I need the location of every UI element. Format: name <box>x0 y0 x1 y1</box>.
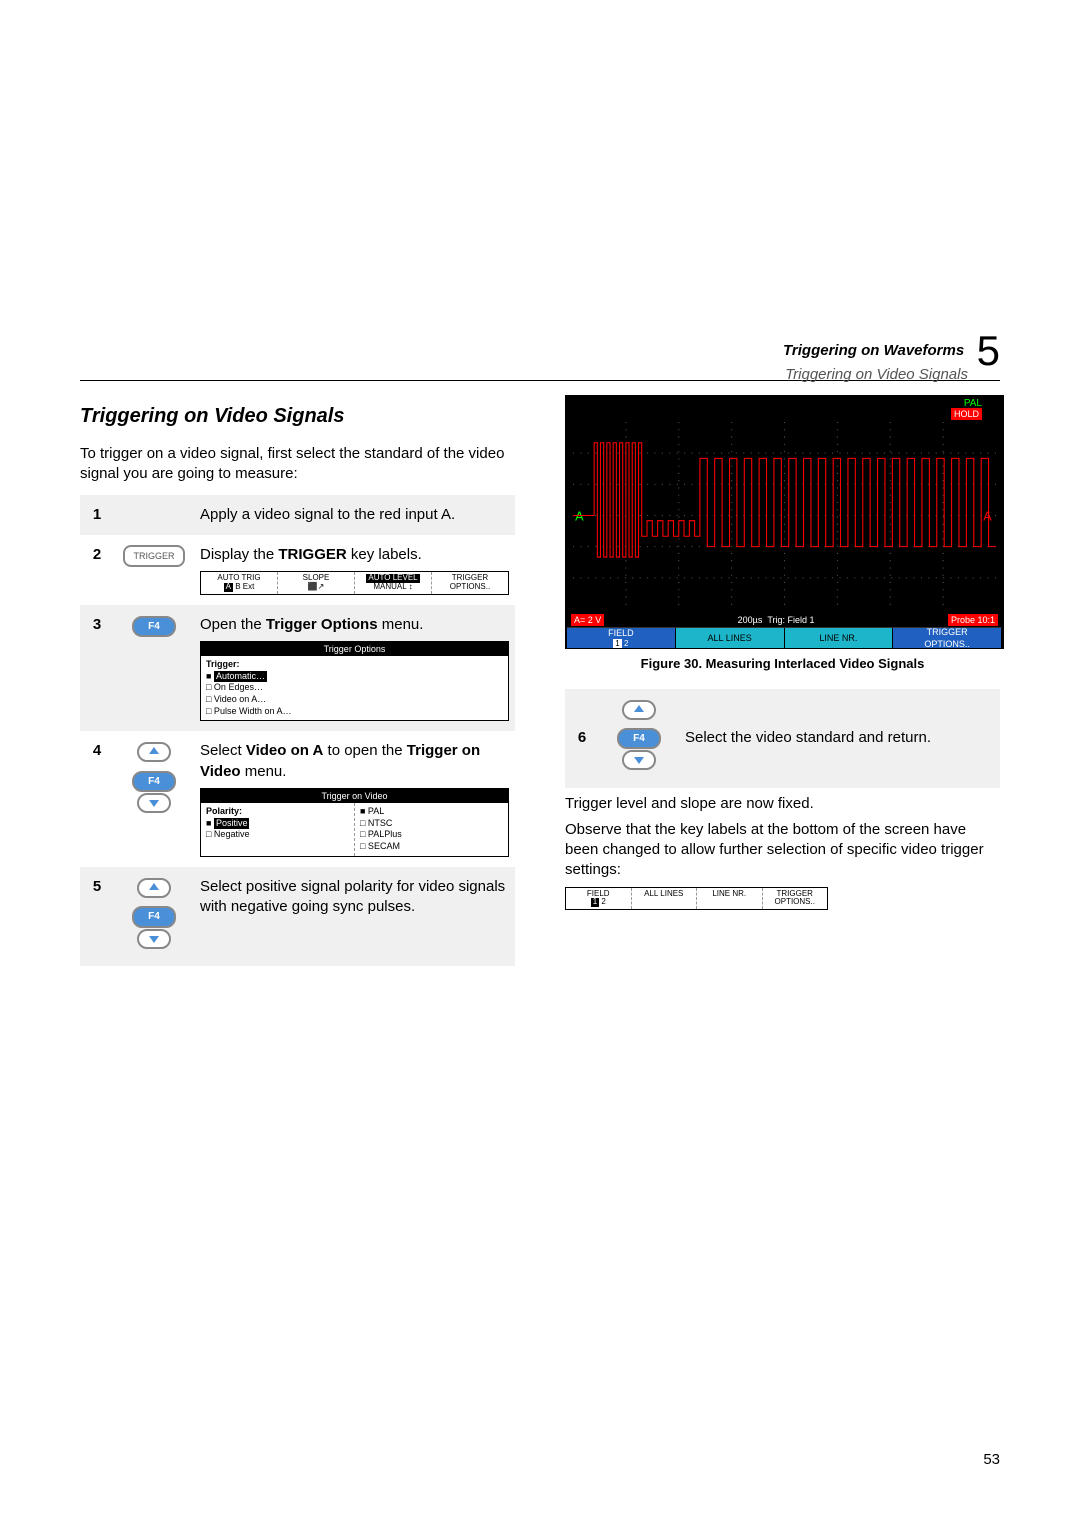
f4-key-icon: F4 <box>132 616 176 638</box>
arrow-up-icon <box>622 700 656 720</box>
step-number: 3 <box>80 605 114 732</box>
para: Trigger level and slope are now fixed. <box>565 794 1000 814</box>
step-text: Apply a video signal to the red input A. <box>194 495 515 535</box>
step-row: 5 F4 Select positive signal polarity for… <box>80 867 515 966</box>
softkey-bar: AUTO TRIGA B Ext SLOPE⬛↗ AUTO LEVELMANUA… <box>200 571 509 595</box>
scope-softkeys: FIELD1 2 ALL LINES LINE NR. TRIGGEROPTIO… <box>567 627 1002 648</box>
trigger-on-video-menu: Trigger on Video Polarity: ■ Positive □ … <box>200 788 509 857</box>
figure-caption: Figure 30. Measuring Interlaced Video Si… <box>565 655 1000 673</box>
section-heading: Triggering on Video Signals <box>80 403 515 430</box>
arrow-down-icon <box>622 750 656 770</box>
f4-key-icon: F4 <box>132 771 176 793</box>
step-text: Select Video on A to open the Trigger on… <box>194 731 515 866</box>
step-row: 4 F4 Select Video on A to open the Trigg… <box>80 731 515 866</box>
hold-label: HOLD <box>951 408 982 420</box>
step-number: 2 <box>80 535 114 605</box>
f4-key-icon: F4 <box>132 906 176 928</box>
step-row: 2 TRIGGER Display the TRIGGER key labels… <box>80 535 515 605</box>
right-column: PAL HOLD <box>565 395 1000 966</box>
svg-text:A: A <box>983 510 992 524</box>
step-text: Open the Trigger Options menu. Trigger O… <box>194 605 515 732</box>
chapter-title: Triggering on Waveforms <box>783 342 964 359</box>
step-number: 1 <box>80 495 114 535</box>
steps-table: 1 Apply a video signal to the red input … <box>80 495 515 966</box>
step-number: 6 <box>565 689 599 788</box>
chapter-number: 5 <box>977 330 1000 372</box>
arrow-down-icon <box>137 793 171 813</box>
step-text: Select the video standard and return. <box>679 689 1000 788</box>
scope-screenshot: PAL HOLD <box>565 395 1004 649</box>
step-row: 1 Apply a video signal to the red input … <box>80 495 515 535</box>
step-number: 4 <box>80 731 114 866</box>
bottom-softkey-bar: FIELD1 2 ALL LINES LINE NR. TRIGGEROPTIO… <box>565 887 828 911</box>
intro-text: To trigger on a video signal, first sele… <box>80 444 515 485</box>
step-text: Select positive signal polarity for vide… <box>194 867 515 966</box>
step-row: 3 F4 Open the Trigger Options menu. Trig… <box>80 605 515 732</box>
section-title: Triggering on Video Signals <box>783 366 968 383</box>
svg-text:A: A <box>575 510 584 524</box>
waveform-svg: A A <box>573 422 996 609</box>
step6-table: 6 F4 Select the video standard and retur… <box>565 689 1000 788</box>
arrow-up-icon <box>137 742 171 762</box>
step-number: 5 <box>80 867 114 966</box>
page-header: Triggering on Waveforms 5 Triggering on … <box>783 330 1000 383</box>
para: Observe that the key labels at the botto… <box>565 820 1000 881</box>
arrow-down-icon <box>137 929 171 949</box>
page-number: 53 <box>983 1451 1000 1468</box>
step-text: Display the TRIGGER key labels. AUTO TRI… <box>194 535 515 605</box>
f4-key-icon: F4 <box>617 728 661 750</box>
arrow-up-icon <box>137 878 171 898</box>
left-column: Triggering on Video Signals To trigger o… <box>80 395 515 966</box>
trigger-key-icon: TRIGGER <box>123 545 184 567</box>
trigger-options-menu: Trigger Options Trigger: ■ Automatic… □ … <box>200 641 509 722</box>
